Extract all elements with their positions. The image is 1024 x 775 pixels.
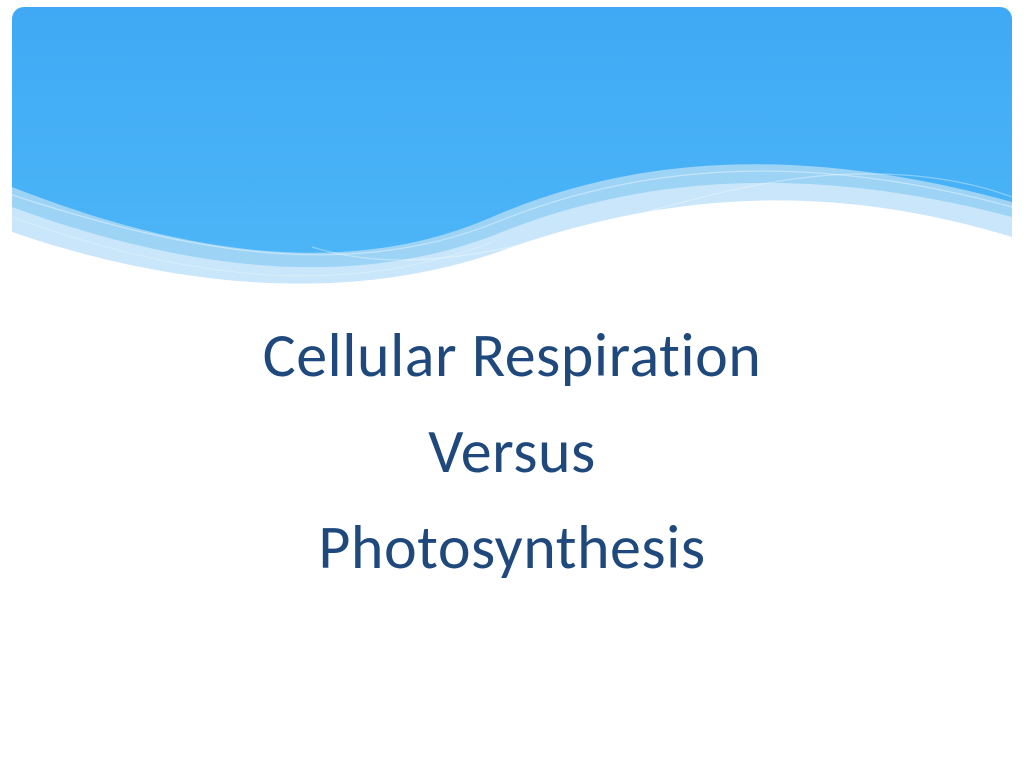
title-line-2: Versus <box>12 403 1012 499</box>
title-line-1: Cellular Respiration <box>12 307 1012 403</box>
slide-container: Cellular Respiration Versus Photosynthes… <box>12 7 1012 761</box>
header-wave-band <box>12 7 1012 297</box>
title-line-3: Photosynthesis <box>12 499 1012 595</box>
title-area: Cellular Respiration Versus Photosynthes… <box>12 307 1012 595</box>
wave-graphic <box>12 7 1012 297</box>
